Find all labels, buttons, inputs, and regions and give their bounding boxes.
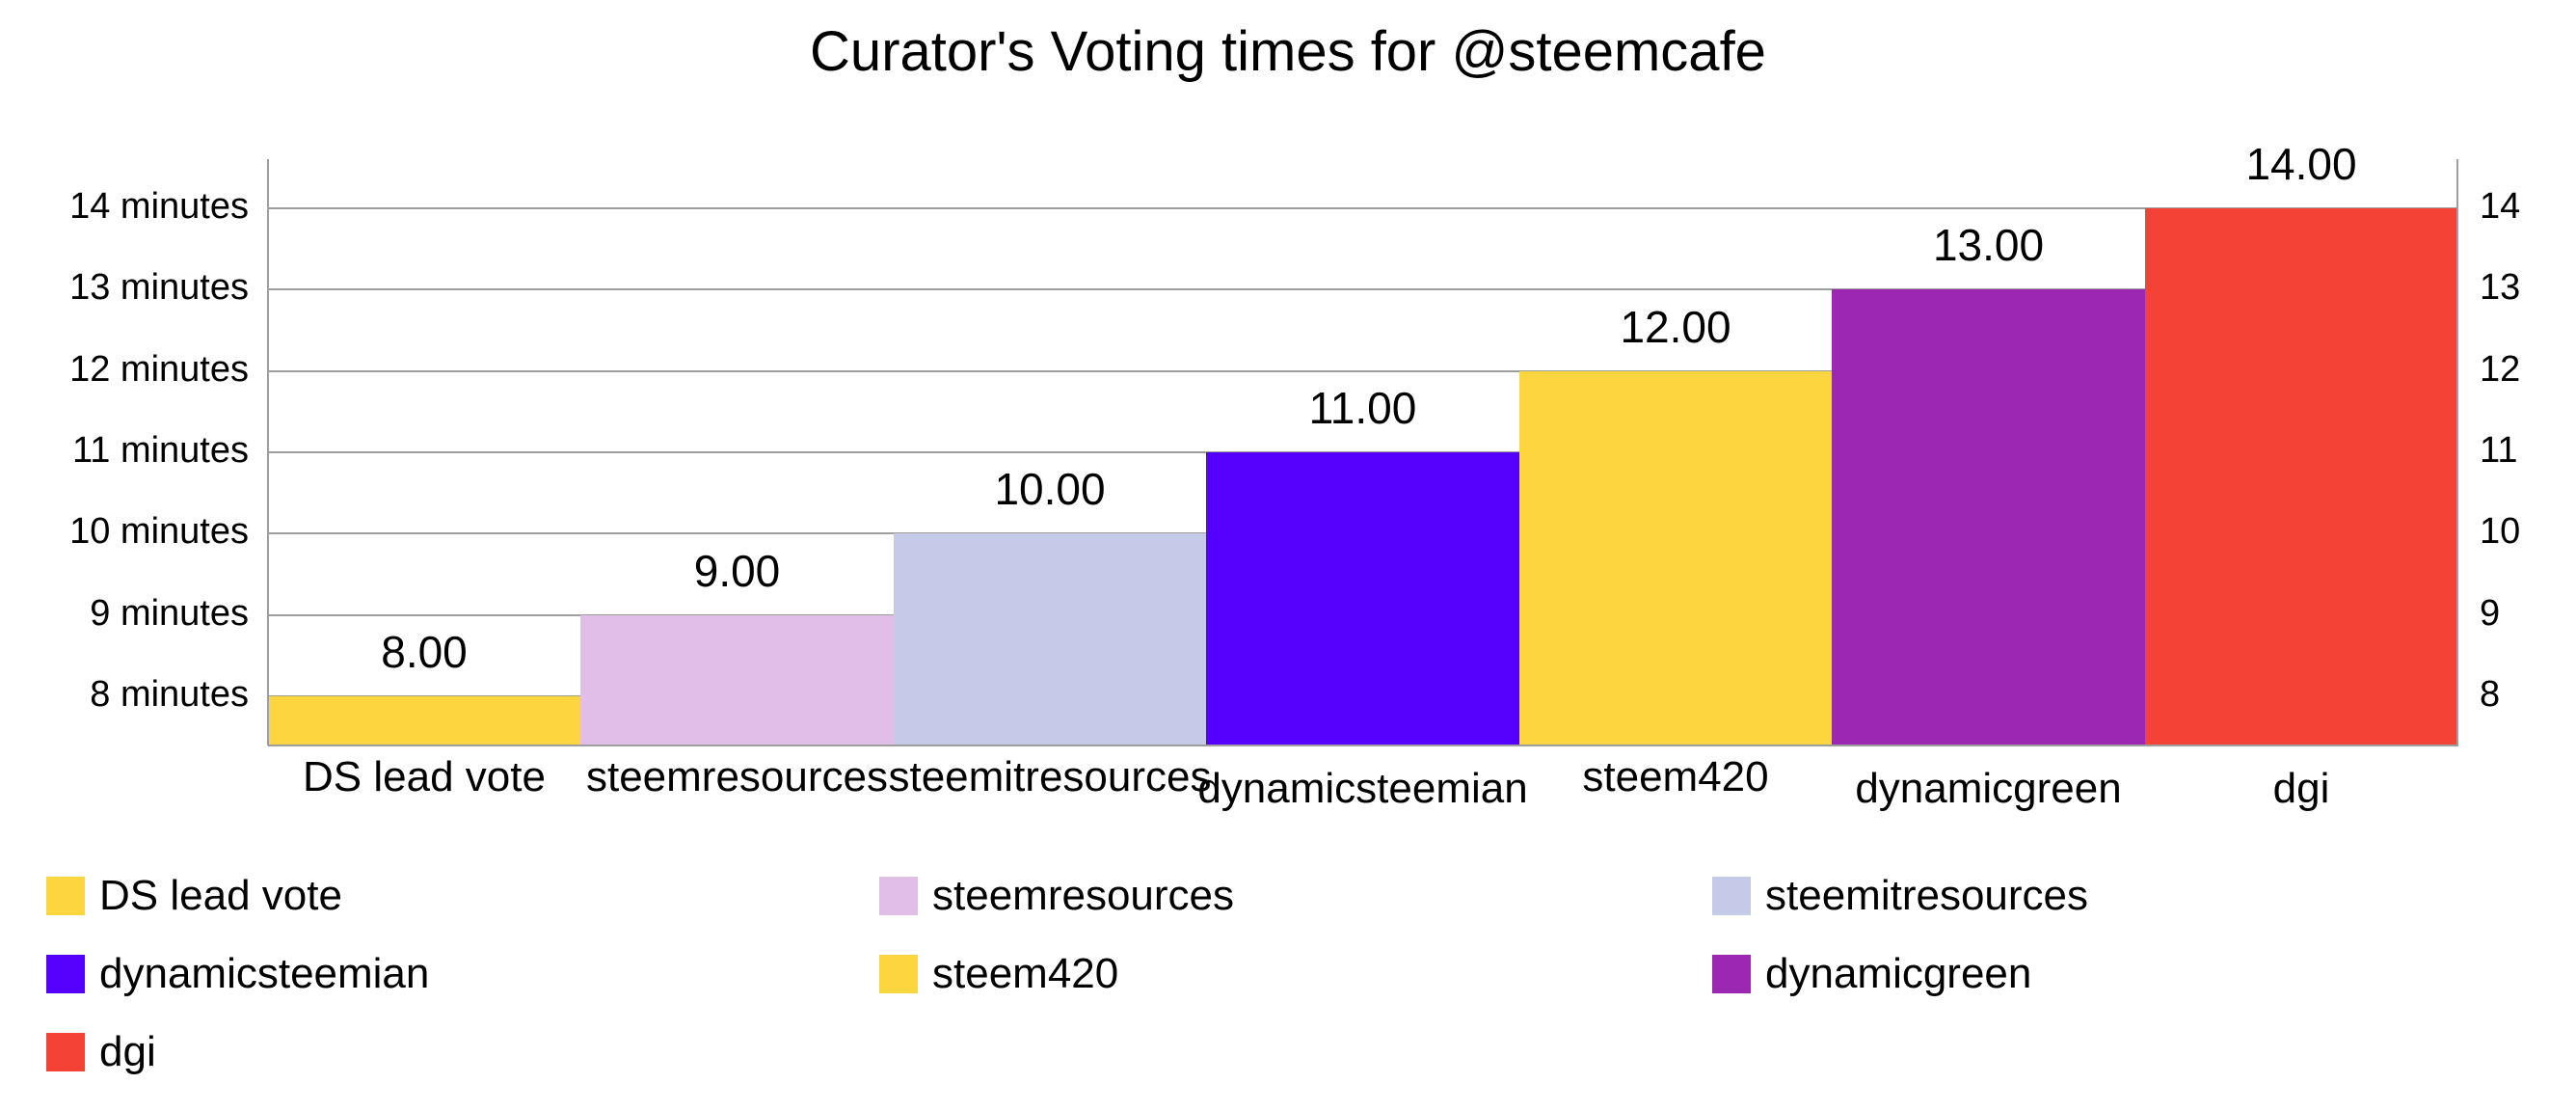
bar[interactable] bbox=[268, 696, 580, 745]
legend-label: DS lead vote bbox=[99, 872, 342, 919]
gridline bbox=[268, 207, 2457, 209]
x-axis-category-label: steem420 bbox=[1582, 753, 1769, 800]
x-axis-category-label: dgi bbox=[2272, 765, 2330, 812]
bar-value-label: 8.00 bbox=[381, 627, 468, 677]
bar-value-label: 11.00 bbox=[1308, 383, 1417, 433]
y-axis-tick-label-left: 13 minutes bbox=[69, 267, 249, 308]
bar-value-label: 10.00 bbox=[994, 464, 1106, 514]
y-axis-tick-label-right: 8 bbox=[2480, 674, 2501, 715]
bar[interactable] bbox=[1519, 371, 1832, 745]
legend-item[interactable]: steem420 bbox=[879, 953, 1118, 995]
legend-label: dynamicgreen bbox=[1765, 950, 2032, 997]
y-axis-right-line bbox=[2456, 159, 2458, 745]
y-axis-tick-label-left: 14 minutes bbox=[69, 186, 249, 227]
x-axis-category-label: steemitresources bbox=[888, 753, 1212, 800]
y-axis-tick-label-right: 11 bbox=[2480, 430, 2518, 471]
y-axis-left-line bbox=[267, 159, 269, 745]
bar-value-label: 9.00 bbox=[693, 546, 781, 596]
y-axis-tick-label-left: 12 minutes bbox=[69, 349, 249, 390]
y-axis-tick-label-right: 13 bbox=[2480, 267, 2521, 308]
legend-swatch-icon bbox=[1712, 877, 1751, 915]
x-axis-category-label: steemresources bbox=[585, 753, 888, 800]
bar-value-label: 13.00 bbox=[1932, 220, 2045, 270]
y-axis-tick-label-right: 9 bbox=[2480, 593, 2501, 634]
legend-swatch-icon bbox=[1712, 955, 1751, 993]
legend-swatch-icon bbox=[46, 1033, 85, 1071]
legend-item[interactable]: steemresources bbox=[879, 875, 1234, 917]
legend-label: steem420 bbox=[932, 950, 1119, 997]
bar-value-label: 12.00 bbox=[1620, 302, 1731, 352]
legend-label: dynamicsteemian bbox=[99, 950, 430, 997]
chart-title: Curator's Voting times for @steemcafe bbox=[810, 20, 1766, 83]
gridline bbox=[268, 370, 2457, 372]
legend-item[interactable]: dynamicsteemian bbox=[46, 953, 429, 995]
legend-swatch-icon bbox=[879, 955, 918, 993]
legend-swatch-icon bbox=[46, 877, 85, 915]
legend-label: steemresources bbox=[932, 872, 1235, 919]
legend-item[interactable]: DS lead vote bbox=[46, 875, 342, 917]
legend-swatch-icon bbox=[879, 877, 918, 915]
legend-label: steemitresources bbox=[1765, 872, 2089, 919]
bar[interactable] bbox=[2145, 208, 2457, 745]
x-axis-category-label: dynamicsteemian bbox=[1197, 765, 1528, 812]
bar[interactable] bbox=[1832, 289, 2145, 745]
x-axis-category-label: dynamicgreen bbox=[1855, 765, 2122, 812]
legend-label: dgi bbox=[99, 1028, 156, 1075]
legend-item[interactable]: steemitresources bbox=[1712, 875, 2088, 917]
x-axis-category-label: DS lead vote bbox=[303, 753, 546, 800]
y-axis-tick-label-right: 14 bbox=[2480, 186, 2521, 227]
bar[interactable] bbox=[1206, 452, 1519, 745]
y-axis-tick-label-left: 11 minutes bbox=[71, 430, 249, 471]
bar[interactable] bbox=[580, 615, 894, 745]
gridline bbox=[268, 288, 2457, 290]
y-axis-tick-label-right: 10 bbox=[2480, 511, 2521, 552]
bar[interactable] bbox=[894, 533, 1206, 745]
legend-swatch-icon bbox=[46, 955, 85, 993]
bar-value-label: 14.00 bbox=[2245, 139, 2357, 189]
y-axis-tick-label-left: 9 minutes bbox=[90, 593, 249, 634]
y-axis-tick-label-right: 12 bbox=[2480, 349, 2521, 390]
legend-item[interactable]: dynamicgreen bbox=[1712, 953, 2031, 995]
y-axis-tick-label-left: 8 minutes bbox=[90, 674, 249, 715]
legend-item[interactable]: dgi bbox=[46, 1031, 156, 1073]
y-axis-tick-label-left: 10 minutes bbox=[69, 511, 249, 552]
x-axis-line bbox=[268, 745, 2458, 746]
